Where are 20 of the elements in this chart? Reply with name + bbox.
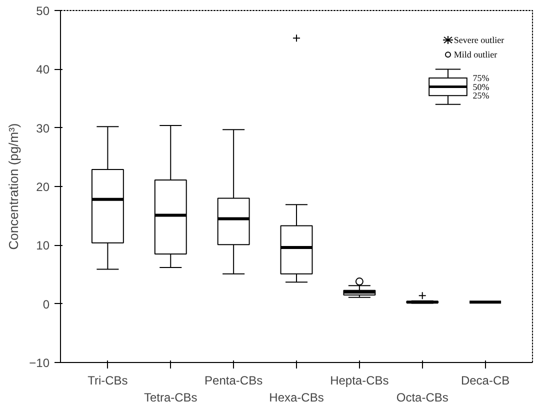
x-tick-label: Tetra-CBs (144, 390, 198, 404)
x-tick-label: Hepta-CBs (330, 374, 389, 388)
y-tick-label: 50 (36, 4, 50, 18)
y-tick-label: −10 (29, 356, 50, 370)
y-tick-label: 40 (36, 62, 50, 77)
annotation: 75% (472, 72, 490, 83)
annotation: 25% (472, 90, 490, 101)
x-tick-label: Penta-CBs (204, 374, 263, 388)
annotation: 50% (472, 82, 490, 92)
annotation: Severe outlier (454, 34, 504, 45)
x-tick-label: Tri-CBs (88, 374, 128, 388)
y-tick-label: 20 (36, 180, 50, 194)
x-tick-label: Octa-CBs (396, 390, 448, 404)
y-axis-title: Concentration (pg/m³) (6, 123, 22, 250)
y-tick-label: 30 (36, 121, 50, 136)
x-tick-label: Deca-CB (460, 374, 510, 388)
y-tick-label: 0 (42, 297, 50, 312)
annotation: Mild outlier (454, 50, 498, 60)
y-tick-label: 10 (36, 238, 50, 253)
x-tick-label: Hexa-CBs (269, 390, 324, 404)
